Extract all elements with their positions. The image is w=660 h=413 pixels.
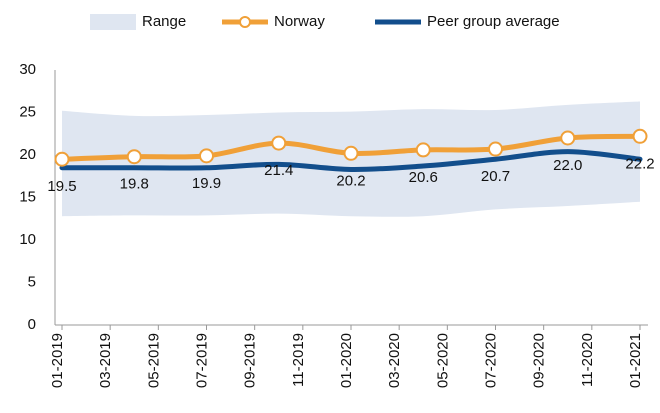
legend-label: Norway bbox=[274, 13, 325, 30]
x-tick-label: 07-2019 bbox=[193, 333, 210, 388]
point-marker bbox=[343, 145, 359, 161]
legend-swatch bbox=[90, 14, 136, 30]
data-label: 19.9 bbox=[192, 175, 221, 192]
data-label: 22.2 bbox=[625, 155, 654, 172]
x-tick-label: 03-2020 bbox=[386, 333, 403, 388]
data-label: 20.6 bbox=[409, 169, 438, 186]
y-tick-label: 20 bbox=[19, 146, 36, 163]
point-marker bbox=[415, 142, 431, 158]
x-tick-label: 01-2019 bbox=[49, 333, 66, 388]
x-tick-label: 09-2020 bbox=[531, 333, 548, 388]
series-line bbox=[59, 149, 643, 172]
x-tick-label: 05-2019 bbox=[145, 333, 162, 388]
y-tick-label: 0 bbox=[28, 316, 36, 333]
point-marker bbox=[126, 149, 142, 165]
legend-label: Range bbox=[142, 13, 186, 30]
data-label: 19.8 bbox=[120, 176, 149, 193]
y-tick-label: 10 bbox=[19, 231, 36, 248]
point-marker bbox=[271, 135, 287, 151]
data-label: 19.5 bbox=[47, 178, 76, 195]
x-tick-label: 11-2019 bbox=[290, 333, 307, 387]
x-tick-label: 03-2019 bbox=[97, 333, 114, 388]
y-tick-label: 5 bbox=[28, 273, 36, 290]
x-tick-label: 05-2020 bbox=[434, 333, 451, 388]
x-tick-label: 07-2020 bbox=[482, 333, 499, 388]
legend-marker bbox=[239, 16, 251, 28]
legend-label: Peer group average bbox=[427, 13, 560, 30]
data-label: 20.7 bbox=[481, 168, 510, 185]
x-tick-label: 11-2020 bbox=[579, 333, 596, 387]
x-tick-label: 01-2021 bbox=[627, 333, 644, 388]
data-label: 21.4 bbox=[264, 162, 293, 179]
y-tick-label: 15 bbox=[19, 188, 36, 205]
x-tick-label: 09-2019 bbox=[242, 333, 259, 388]
point-marker bbox=[632, 128, 648, 144]
x-tick-label: 01-2020 bbox=[338, 333, 355, 388]
y-tick-label: 25 bbox=[19, 103, 36, 120]
point-marker bbox=[54, 151, 70, 167]
y-tick-label: 30 bbox=[19, 61, 36, 78]
point-marker bbox=[488, 141, 503, 157]
data-label: 22.0 bbox=[553, 157, 582, 174]
data-label: 20.2 bbox=[336, 172, 365, 189]
point-marker bbox=[560, 130, 576, 146]
point-marker bbox=[199, 148, 214, 164]
